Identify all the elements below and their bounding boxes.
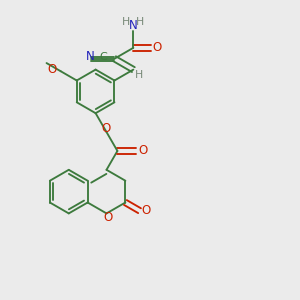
Text: H: H [122,16,130,26]
Text: H: H [135,70,143,80]
Text: N: N [86,50,95,63]
Text: O: O [101,122,110,135]
Text: O: O [152,41,161,54]
Text: O: O [142,204,151,217]
Text: O: O [103,211,112,224]
Text: H: H [136,16,144,26]
Text: C: C [100,52,107,62]
Text: O: O [138,144,148,158]
Text: O: O [47,63,57,76]
Text: N: N [129,19,138,32]
